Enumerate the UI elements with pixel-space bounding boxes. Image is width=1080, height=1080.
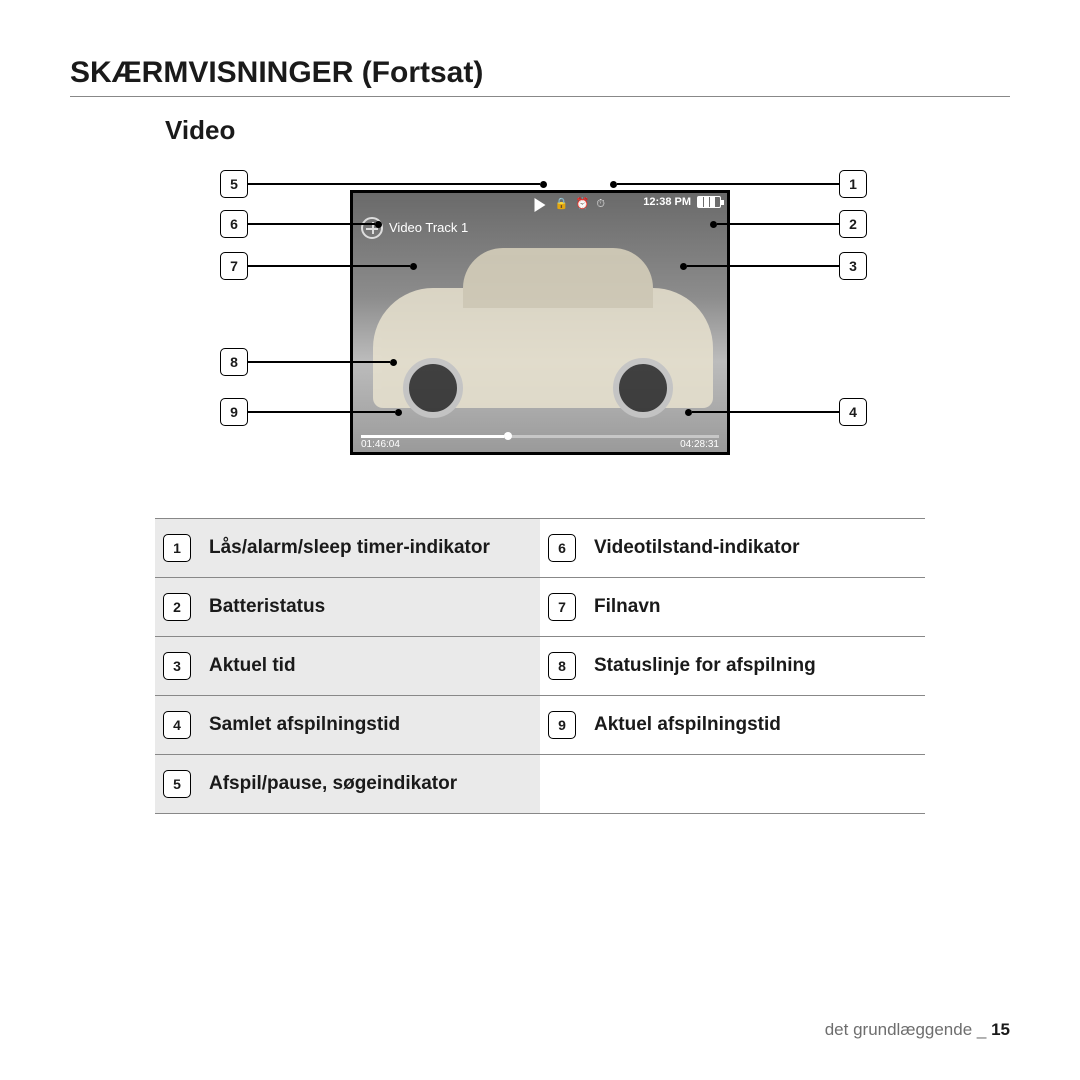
legend-text: Videotilstand-indikator <box>594 537 800 559</box>
legend-text: Batteristatus <box>209 596 325 618</box>
callout-num: 5 <box>220 170 248 198</box>
callout-3: 3 <box>680 252 867 280</box>
legend-cell: 7 Filnavn <box>540 578 925 636</box>
callout-4: 4 <box>685 398 867 426</box>
callout-num: 3 <box>839 252 867 280</box>
legend-cell: 6 Videotilstand-indikator <box>540 519 925 577</box>
callout-num: 4 <box>839 398 867 426</box>
play-icon <box>535 198 546 212</box>
legend-text: Aktuel afspilningstid <box>594 714 781 736</box>
legend-text: Afspil/pause, søgeindikator <box>209 773 457 795</box>
legend-num: 5 <box>163 770 191 798</box>
page-footer: det grundlæggende _ 15 <box>825 1020 1010 1040</box>
callout-num: 8 <box>220 348 248 376</box>
legend-text: Statuslinje for afspilning <box>594 655 816 677</box>
legend-num: 4 <box>163 711 191 739</box>
legend-cell: 4 Samlet afspilningstid <box>155 696 540 754</box>
legend-table: 1 Lås/alarm/sleep timer-indikator 6 Videoti… <box>155 518 925 814</box>
callout-9: 9 <box>220 398 402 426</box>
legend-num: 8 <box>548 652 576 680</box>
legend-text: Samlet afspilningstid <box>209 714 400 736</box>
callout-1: 1 <box>610 170 867 198</box>
legend-cell: 9 Aktuel afspilningstid <box>540 696 925 754</box>
callout-7: 7 <box>220 252 417 280</box>
playback-progress <box>361 435 719 438</box>
legend-cell: 2 Batteristatus <box>155 578 540 636</box>
legend-num: 2 <box>163 593 191 621</box>
callout-num: 6 <box>220 210 248 238</box>
legend-text: Filnavn <box>594 596 661 618</box>
callout-8: 8 <box>220 348 397 376</box>
legend-cell: 3 Aktuel tid <box>155 637 540 695</box>
section-title: Video <box>165 115 1010 146</box>
legend-num: 9 <box>548 711 576 739</box>
legend-text: Lås/alarm/sleep timer-indikator <box>209 537 490 559</box>
total-time: 04:28:31 <box>680 439 719 450</box>
elapsed-time: 01:46:04 <box>361 439 400 450</box>
callout-num: 2 <box>839 210 867 238</box>
callout-num: 7 <box>220 252 248 280</box>
legend-num: 6 <box>548 534 576 562</box>
callout-5: 5 <box>220 170 547 198</box>
callout-2: 2 <box>710 210 867 238</box>
screen-diagram: 🔒 ⏰ ⏱ 12:38 PM Video Track 1 01:46:04 04… <box>180 170 900 490</box>
legend-cell: 5 Afspil/pause, søgeindikator <box>155 755 540 813</box>
lock-alarm-sleep-icons: 🔒 ⏰ ⏱ <box>555 197 607 211</box>
legend-num: 7 <box>548 593 576 621</box>
page-title: SKÆRMVISNINGER (Fortsat) <box>70 56 1010 97</box>
legend-num: 1 <box>163 534 191 562</box>
video-screen: 🔒 ⏰ ⏱ 12:38 PM Video Track 1 01:46:04 04… <box>350 190 730 455</box>
callout-6: 6 <box>220 210 382 238</box>
legend-cell: 8 Statuslinje for afspilning <box>540 637 925 695</box>
legend-cell <box>540 755 925 813</box>
callout-num: 9 <box>220 398 248 426</box>
legend-text: Aktuel tid <box>209 655 296 677</box>
legend-cell: 1 Lås/alarm/sleep timer-indikator <box>155 519 540 577</box>
filename-label: Video Track 1 <box>389 220 468 235</box>
legend-num: 3 <box>163 652 191 680</box>
callout-num: 1 <box>839 170 867 198</box>
